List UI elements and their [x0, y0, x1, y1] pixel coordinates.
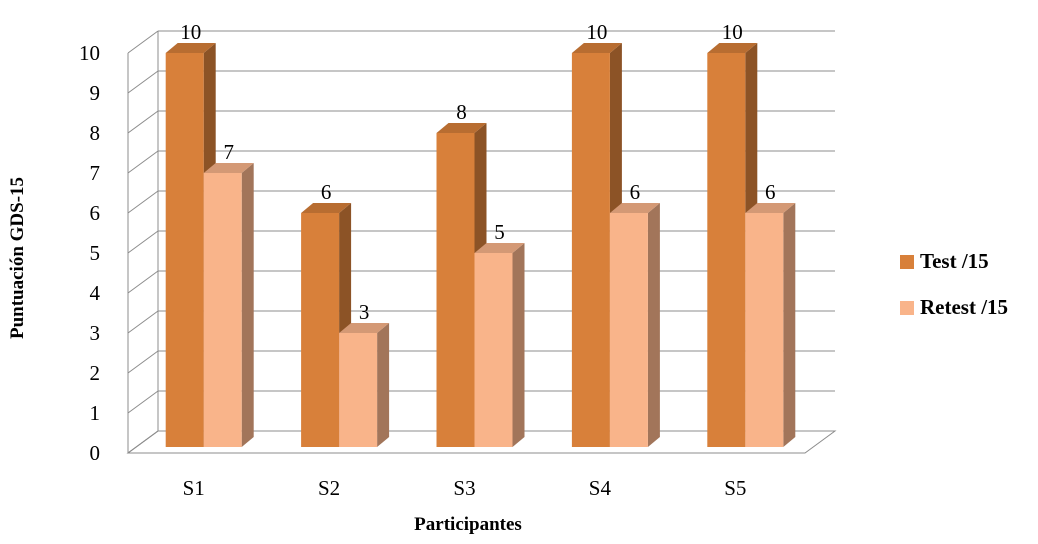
bar-front	[301, 213, 340, 447]
bar-front	[436, 133, 475, 447]
data-label: 6	[321, 180, 332, 204]
bar-top	[436, 123, 487, 133]
gridline-side	[127, 190, 159, 214]
y-tick-label: 9	[90, 81, 101, 105]
x-tick-label: S2	[318, 476, 340, 500]
legend-label: Retest /15	[920, 295, 1008, 319]
y-tick-label: 1	[90, 401, 101, 425]
bar-top	[707, 43, 758, 53]
bar-top	[609, 203, 660, 213]
y-tick-label: 10	[79, 41, 100, 65]
bar-front	[165, 53, 204, 447]
bar-side	[783, 203, 796, 447]
bar-top	[339, 323, 390, 333]
data-label: 3	[359, 300, 370, 324]
bar-top	[203, 163, 254, 173]
bar	[203, 163, 254, 447]
bar-front	[203, 173, 242, 447]
data-label: 6	[630, 180, 641, 204]
data-label: 6	[765, 180, 776, 204]
gridline-side	[127, 30, 159, 54]
legend-swatch	[900, 255, 914, 269]
bar-top	[571, 43, 622, 53]
data-labels: 10 7 6 3 8 5 10 6 10 6	[180, 20, 775, 324]
y-axis-title: Puntuación GDS-15	[7, 177, 28, 339]
gridline-side	[127, 110, 159, 134]
gridline-side	[127, 390, 159, 414]
x-tick-label: S1	[183, 476, 205, 500]
gridline-side	[127, 150, 159, 174]
bar-front	[707, 53, 746, 447]
bar-top	[301, 203, 352, 213]
bar	[339, 323, 390, 447]
bar-top	[165, 43, 216, 53]
bar-front	[474, 253, 513, 447]
bar-front	[339, 333, 378, 447]
gridline-side	[127, 70, 159, 94]
y-tick-label: 8	[90, 121, 101, 145]
legend-swatch	[900, 301, 914, 315]
bar	[301, 203, 352, 447]
data-label: 10	[722, 20, 743, 44]
data-label: 5	[494, 220, 505, 244]
axes: 0 1 2 3 4 5 6 7 8 9 10 S1 S2 S3 S4 S5	[79, 41, 746, 500]
gridline-side	[127, 270, 159, 294]
y-tick-label: 2	[90, 361, 101, 385]
bars	[165, 43, 796, 447]
x-tick-label: S3	[453, 476, 475, 500]
y-tick-label: 3	[90, 321, 101, 345]
bar-side	[647, 203, 660, 447]
bar-front	[609, 213, 648, 447]
gridline-side	[127, 310, 159, 334]
bar	[474, 243, 525, 447]
bar-top	[474, 243, 525, 253]
y-tick-label: 7	[90, 161, 101, 185]
y-tick-label: 0	[90, 441, 101, 465]
gridline-side	[127, 350, 159, 374]
y-tick-label: 4	[90, 281, 101, 305]
gridline-side	[127, 430, 159, 454]
bar-front	[745, 213, 784, 447]
data-label: 10	[180, 20, 201, 44]
gridline-side	[127, 230, 159, 254]
data-label: 7	[223, 140, 234, 164]
y-tick-label: 6	[90, 201, 101, 225]
legend-label: Test /15	[920, 249, 989, 273]
bar-side	[512, 243, 525, 447]
bar-front	[571, 53, 610, 447]
legend: Test /15 Retest /15	[900, 249, 1008, 319]
x-tick-label: S4	[589, 476, 612, 500]
x-axis-title: Participantes	[414, 514, 522, 535]
bar	[745, 203, 796, 447]
data-label: 8	[456, 100, 467, 124]
data-label: 10	[586, 20, 607, 44]
bar-side	[377, 323, 390, 447]
bar	[609, 203, 660, 447]
x-tick-label: S5	[724, 476, 746, 500]
bar-top	[745, 203, 796, 213]
y-tick-label: 5	[90, 241, 101, 265]
bar-side	[241, 163, 254, 447]
